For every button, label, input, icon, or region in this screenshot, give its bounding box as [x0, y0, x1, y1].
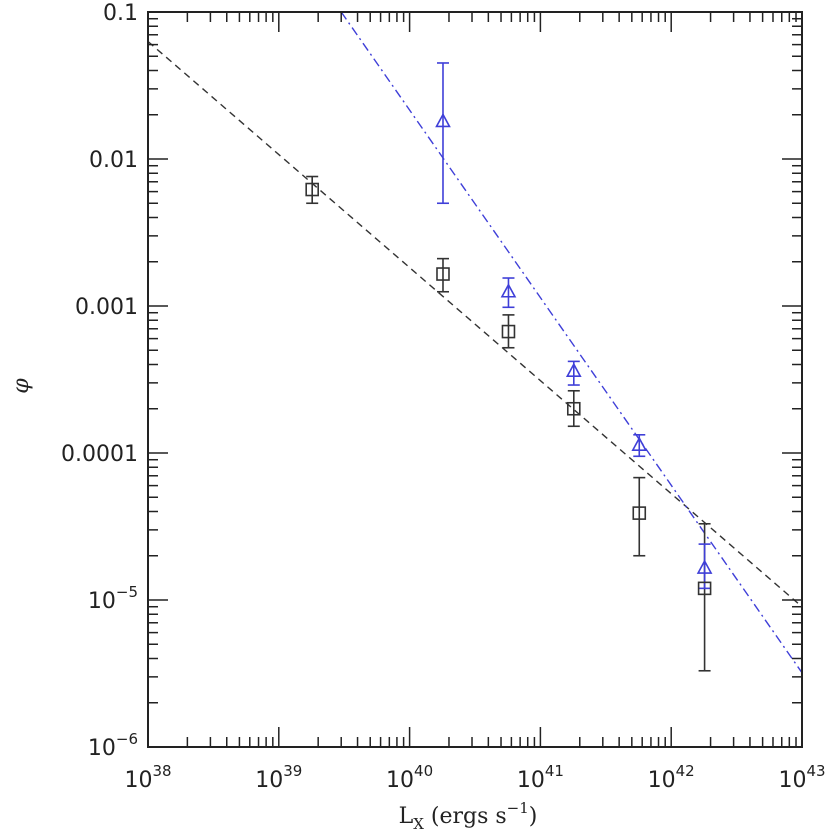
- y-tick-label: 10−6: [88, 730, 138, 761]
- x-tick-label-exponent: 43: [806, 762, 825, 780]
- triangle-data-point: [500, 283, 517, 298]
- x-tick-label-exponent: 39: [283, 762, 302, 780]
- x-axis-title-sub: X: [413, 815, 424, 833]
- x-tick-label-base: 10: [386, 768, 414, 793]
- y-tick-label-exponent: −5: [116, 583, 138, 601]
- y-tick-label: 10−5: [88, 583, 138, 614]
- x-tick-label: 1040: [386, 762, 433, 793]
- square-data-point: [632, 506, 647, 520]
- square-data-point: [566, 401, 581, 416]
- square-data-point: [697, 581, 712, 596]
- y-tick-label-exponent: −6: [116, 730, 138, 748]
- x-axis-title-rest: (ergs s: [424, 804, 507, 829]
- x-tick-label-exponent: 41: [545, 762, 564, 780]
- x-tick-label: 1043: [778, 762, 825, 793]
- square-data-point: [501, 324, 516, 339]
- x-tick-label-exponent: 40: [414, 762, 433, 780]
- x-tick-label-base: 10: [517, 768, 545, 793]
- y-tick-label-base: 10: [88, 589, 116, 614]
- triangle-data-point: [631, 436, 648, 451]
- x-tick-label-exponent: 42: [676, 762, 695, 780]
- x-axis-title-close: ): [529, 804, 538, 829]
- x-tick-label-base: 10: [648, 768, 676, 793]
- x-axis-title-main: L: [399, 804, 414, 829]
- error-bars: [306, 62, 711, 672]
- x-axis-title-sup: −1: [507, 799, 529, 817]
- y-tick-label-base: 10: [88, 736, 116, 761]
- y-tick-label: 0.0001: [61, 442, 138, 467]
- x-tick-label-base: 10: [778, 768, 806, 793]
- data-markers: [305, 112, 713, 596]
- triangle-data-point: [565, 362, 582, 378]
- axis-ticks: [147, 12, 802, 748]
- y-tick-label: 0.1: [103, 1, 138, 26]
- x-tick-label: 1042: [648, 762, 695, 793]
- y-axis-title: φ: [9, 378, 34, 394]
- x-axis-title: LX (ergs s−1): [399, 799, 538, 833]
- y-tick-label: 0.01: [89, 148, 138, 173]
- triangle-series-fit-line: [340, 12, 802, 674]
- plot-frame: [147, 11, 803, 748]
- x-tick-label-exponent: 38: [152, 762, 171, 780]
- y-tick-label: 0.001: [75, 295, 138, 320]
- fit-lines: [148, 12, 802, 674]
- square-data-point: [436, 267, 450, 281]
- triangle-data-point: [435, 112, 451, 128]
- square-data-point: [305, 182, 319, 197]
- x-tick-label: 1041: [517, 762, 564, 793]
- x-tick-labels: 1038 1039 1040 1041 1042 1043: [124, 762, 825, 793]
- x-tick-label-base: 10: [255, 768, 283, 793]
- x-tick-label: 1039: [255, 762, 302, 793]
- x-tick-label: 1038: [124, 762, 171, 793]
- x-tick-label-base: 10: [124, 768, 152, 793]
- square-series-fit-line: [148, 40, 802, 608]
- triangle-data-point: [696, 559, 713, 574]
